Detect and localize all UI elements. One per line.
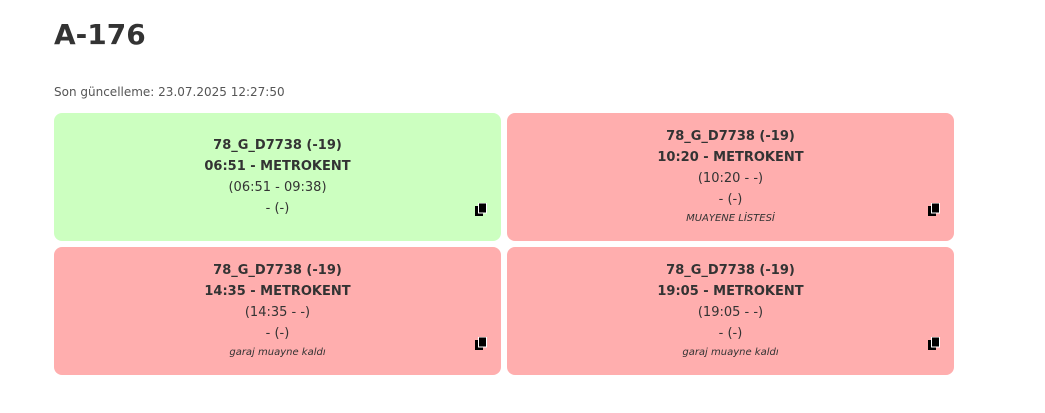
trip-card: 78_G_D7738 (-19) 10:20 - METROKENT (10:20 … bbox=[507, 113, 954, 241]
card-vehicle: 78_G_D7738 (-19) bbox=[666, 263, 795, 278]
card-vehicle: 78_G_D7738 (-19) bbox=[213, 263, 342, 278]
page-title: A-176 bbox=[54, 18, 146, 51]
card-grid: 78_G_D7738 (-19) 06:51 - METROKENT (06:51 … bbox=[54, 113, 954, 375]
trip-card: 78_G_D7738 (-19) 19:05 - METROKENT (19:05 … bbox=[507, 247, 954, 375]
copy-button[interactable] bbox=[928, 202, 940, 223]
card-trip: 14:35 - METROKENT bbox=[204, 284, 351, 299]
copy-button[interactable] bbox=[475, 202, 487, 223]
card-times: (10:20 - -) bbox=[697, 171, 764, 186]
trip-card: 78_G_D7738 (-19) 14:35 - METROKENT (14:35 … bbox=[54, 247, 501, 375]
copy-button[interactable] bbox=[475, 336, 487, 357]
card-status: - (-) bbox=[718, 192, 743, 207]
card-note: MUAYENE LİSTESİ bbox=[686, 213, 775, 224]
card-trip: 06:51 - METROKENT bbox=[204, 159, 351, 174]
card-note: garaj muayne kaldı bbox=[229, 347, 326, 358]
card-note: garaj muayne kaldı bbox=[682, 347, 779, 358]
copy-button[interactable] bbox=[928, 336, 940, 357]
card-status: - (-) bbox=[718, 326, 743, 341]
card-status: - (-) bbox=[265, 326, 290, 341]
card-vehicle: 78_G_D7738 (-19) bbox=[213, 138, 342, 153]
card-status: - (-) bbox=[265, 201, 290, 216]
trip-card: 78_G_D7738 (-19) 06:51 - METROKENT (06:51 … bbox=[54, 113, 501, 241]
card-times: (19:05 - -) bbox=[697, 305, 764, 320]
card-times: (06:51 - 09:38) bbox=[228, 180, 327, 195]
card-trip: 19:05 - METROKENT bbox=[657, 284, 804, 299]
last-update: Son güncelleme: 23.07.2025 12:27:50 bbox=[54, 85, 285, 99]
card-vehicle: 78_G_D7738 (-19) bbox=[666, 129, 795, 144]
card-trip: 10:20 - METROKENT bbox=[657, 150, 804, 165]
card-times: (14:35 - -) bbox=[244, 305, 311, 320]
